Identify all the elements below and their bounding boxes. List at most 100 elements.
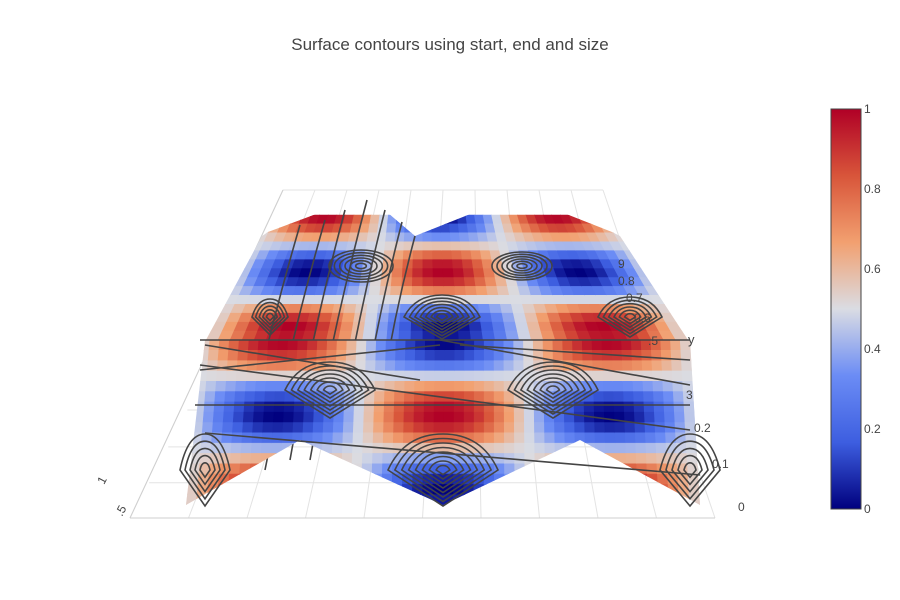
surface-cell [606,494,619,505]
z-contour-line [545,385,561,395]
surface-cell [214,391,226,403]
surface-cell [562,340,573,351]
x-tick-label: .5 [112,503,129,519]
surface-cell [352,422,364,434]
surface-cell [606,484,618,495]
z-contour-line [526,373,580,407]
surface-cell [454,370,465,382]
surface-cell [422,268,434,278]
surface-cell [534,463,546,475]
surface-cell [233,401,245,413]
z-contour-line [184,440,226,501]
surface-cell [377,303,391,314]
surface-cell [385,350,397,361]
surface-cell [403,401,415,413]
surface-cell [670,340,682,351]
xy-contour-line [204,344,421,381]
surface-cell [412,453,424,465]
surface-cell [247,340,260,351]
surface-cell [644,432,657,444]
surface-cell [604,422,616,434]
surface-cell [653,391,665,403]
surface-cell [625,442,637,454]
surface-cell [252,411,265,423]
surface-cell [654,422,666,434]
surface-cell [504,484,516,495]
surface-cell [599,330,617,340]
surface-cell [473,391,485,403]
surface-cell [637,494,649,505]
surface-cell [594,422,606,434]
z-contour-line [414,451,472,489]
surface-cell [463,422,475,434]
surface-cell [353,401,365,413]
z-contour-line [333,251,389,281]
surface-cell [239,453,252,465]
surface-cell [411,277,424,287]
surface-cell [357,286,371,296]
surface-cell [383,401,395,413]
surface-cell [345,295,359,305]
surface-cell [565,484,577,495]
surface-cell [286,360,298,372]
surface-cell [272,422,284,434]
x-axis-ticks: 1.5 [94,474,129,519]
surface-cell [493,340,505,351]
surface-cell [603,401,615,413]
surface-cell [444,360,455,372]
surface-cell [644,411,656,423]
z-contour-line [539,381,567,399]
x-tick-label: 1 [94,474,110,487]
surface-cell [368,286,381,296]
z-contour-line [400,442,486,498]
surface-cell [474,340,485,351]
surface-cell [414,350,426,361]
surface-cell [316,350,328,361]
y-tick-label: 0.7 [626,291,643,305]
surface-cell [394,380,406,392]
surface-cell [235,370,248,382]
surface-cell [532,340,544,351]
surface-cell [390,277,403,287]
z-contour-line [354,262,368,270]
surface-cell [503,432,515,444]
surface-cell [592,350,603,361]
surface-cell [381,484,393,495]
z-contour-line [491,251,553,281]
surface-cell [320,463,333,475]
surface-cell [564,442,576,454]
surface-cell [596,484,608,495]
surface-cell [241,432,253,444]
y-tick-label: 0.6 [634,311,651,325]
surface-cell [269,463,282,475]
surface-cell [662,380,674,392]
surface-cell [260,442,273,454]
surface-cell [474,277,487,287]
surface-cell [504,463,516,475]
surface-cell [237,484,250,495]
surface-cell [412,259,424,269]
surface-cell [256,360,268,372]
z-contour-line [683,461,697,479]
surface-cell [372,432,384,444]
surface-cell [216,494,229,505]
surface-cell [645,453,658,465]
xy-contour-line [204,432,701,476]
z-contour-line [659,433,721,508]
surface-cell [238,340,250,351]
colorbar[interactable]: 0 0.2 0.4 0.6 0.8 1 [830,102,881,516]
surface-cell [612,360,623,372]
surface-cell [524,453,536,465]
z-contour-line [393,437,493,503]
surface-cell [225,380,237,392]
surface-cell [614,432,626,444]
chart-title: Surface contours using start, end and si… [291,35,609,54]
z-contour-line [328,249,394,283]
colorbar-tick-label: 0.4 [864,342,881,356]
surface-cell [469,241,481,252]
surface-cell [483,360,495,372]
surface-cell [383,411,395,423]
surface-cell [671,370,683,382]
surface-cell [584,432,596,444]
z-contour-line [402,294,482,340]
